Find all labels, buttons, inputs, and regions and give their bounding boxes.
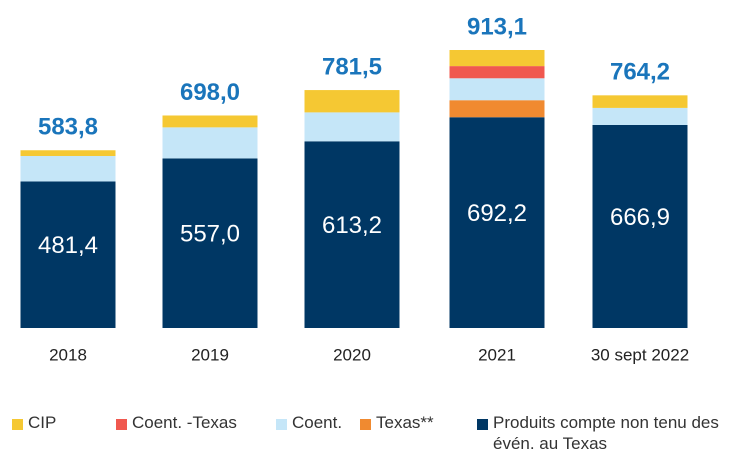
- bar-segment: [592, 95, 688, 108]
- bar-segment: [449, 50, 545, 67]
- x-tick-label: 30 sept 2022: [591, 345, 689, 364]
- segment-label: 557,0: [180, 221, 240, 248]
- bar-segment: [304, 112, 400, 142]
- bar-segment: [162, 158, 258, 328]
- total-label: 764,2: [610, 59, 670, 86]
- x-tick-label: 2019: [191, 345, 229, 364]
- bar-segment: [162, 115, 258, 128]
- bar-segment: [592, 107, 688, 125]
- segment-label: 481,4: [38, 232, 98, 259]
- legend-label: Coent.: [292, 413, 343, 432]
- x-tick-label: 2018: [49, 345, 87, 364]
- bar-segment: [20, 181, 116, 328]
- segment-label: 666,9: [610, 204, 670, 231]
- legend-swatch: [276, 419, 287, 430]
- bar-segment: [449, 78, 545, 101]
- legend-label: Produits compte non tenu des évén. au Te…: [493, 413, 719, 453]
- legend-swatch: [360, 419, 371, 430]
- total-label: 698,0: [180, 79, 240, 106]
- bar-segment: [449, 117, 545, 328]
- bar-segment: [20, 150, 116, 157]
- bar-segment: [449, 66, 545, 79]
- legend-swatch: [477, 419, 488, 430]
- bar-segment: [162, 127, 258, 159]
- segment-label: 692,2: [467, 200, 527, 227]
- total-label: 781,5: [322, 53, 382, 80]
- total-label: 583,8: [38, 114, 98, 141]
- segment-label: 613,2: [322, 212, 382, 239]
- total-label: 913,1: [467, 13, 527, 40]
- bar-segment: [20, 156, 116, 182]
- legend-label: Coent. -Texas: [132, 413, 237, 432]
- bar-segment: [592, 124, 688, 328]
- bar-segment: [304, 141, 400, 328]
- legend-label: Texas**: [376, 413, 434, 432]
- bar-segment: [449, 100, 545, 118]
- x-tick-label: 2021: [478, 345, 516, 364]
- legend-swatch: [12, 419, 23, 430]
- legend-swatch: [116, 419, 127, 430]
- x-tick-label: 2020: [333, 345, 371, 364]
- bar-segment: [304, 90, 400, 113]
- legend-label: CIP: [28, 413, 57, 432]
